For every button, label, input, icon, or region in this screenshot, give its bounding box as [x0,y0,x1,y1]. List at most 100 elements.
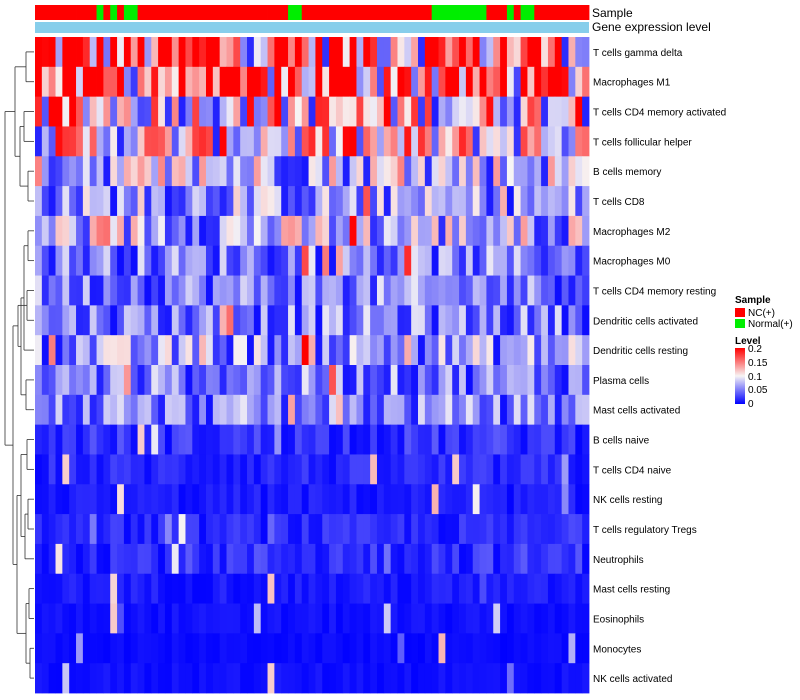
heatmap-cell [424,305,433,336]
heatmap-cell [144,543,152,575]
heatmap-cell [554,514,563,545]
heatmap-cell [205,663,214,694]
heatmap-cell [534,633,542,664]
heatmap-cell [534,305,542,336]
heatmap-cell [472,156,480,187]
heatmap-cell [376,335,385,366]
heatmap-cell [397,305,405,336]
heatmap-cell [356,514,364,545]
heatmap-cell [370,126,378,157]
row-label: T cells CD4 memory resting [593,287,716,298]
heatmap-cell [117,603,125,634]
sample-annotation-label: Sample [592,6,633,20]
heatmap-cell [342,126,351,157]
heatmap-cell [82,96,91,127]
heatmap-cell [370,394,378,426]
heatmap-cell [411,633,419,664]
heatmap-cell [199,126,207,157]
heatmap-cell [445,603,453,634]
heatmap-cell [397,186,405,217]
heatmap-cell [322,156,330,187]
heatmap-cell [383,543,392,575]
heatmap-cell [267,275,275,306]
heatmap-cell [62,37,70,68]
heatmap-cell [76,215,84,247]
heatmap-cell [82,514,91,545]
heatmap-cell [158,37,166,68]
heatmap-cell [438,663,446,694]
heatmap-cell [82,424,91,455]
legend-swatch-nc [735,308,745,317]
heatmap-cell [212,573,221,604]
row-label: Plasma cells [593,376,649,387]
heatmap-cell [513,573,522,604]
heatmap-cell [335,245,344,276]
sample-cell [76,5,84,20]
heatmap-cell [158,394,166,426]
heatmap-cell [151,633,159,664]
heatmap-cell [363,215,371,247]
heatmap-cell [158,275,166,306]
heatmap-cell [48,484,56,515]
heatmap-cell [212,275,221,306]
heatmap-cell [541,37,549,68]
heatmap-cell [281,543,289,575]
heatmap-cell [404,156,412,187]
heatmap-cell [418,126,426,157]
row-label: T cells follicular helper [593,137,692,148]
heatmap-cell [390,335,398,366]
heatmap-cell [349,335,357,366]
heatmap-cell [349,365,357,396]
heatmap-cell [513,365,522,396]
heatmap-cell [575,573,583,604]
heatmap-cell [486,663,494,694]
heatmap-cell [541,603,549,634]
heatmap-cell [192,514,200,545]
heatmap-cell [151,543,159,575]
heatmap-cell [130,573,138,604]
heatmap-cell [561,126,569,157]
heatmap-cell [130,633,138,664]
heatmap-cell [62,215,70,247]
heatmap-cell [103,186,111,217]
heatmap-cell [500,484,508,515]
heatmap-cell [582,66,590,98]
heatmap-cell [418,633,426,664]
heatmap-cell [117,66,125,98]
heatmap-cell [459,573,467,604]
heatmap-cell [520,454,528,485]
heatmap-cell [171,96,180,127]
heatmap-cell [233,96,241,127]
heatmap-cell [424,335,433,366]
heatmap-cell [335,394,344,426]
heatmap-cell [199,663,207,694]
heatmap-cell [547,186,556,217]
heatmap-cell [322,514,330,545]
heatmap-cell [205,454,214,485]
heatmap-cell [240,96,248,127]
heatmap-cell [89,335,97,366]
heatmap-cell [554,365,563,396]
heatmap-cell [547,365,556,396]
heatmap-cell [438,215,446,247]
heatmap-cell [144,186,152,217]
heatmap-cell [62,454,70,485]
heatmap-cell [541,424,549,455]
heatmap-cell [212,66,221,98]
heatmap-cell [493,484,501,515]
heatmap-cell [527,603,535,634]
heatmap-cell [89,275,97,306]
heatmap-cell [486,66,494,98]
heatmap-cell [335,454,344,485]
heatmap-cell [500,514,508,545]
heatmap-cell [144,37,152,68]
heatmap-cell [247,573,255,604]
heatmap-cell [55,573,63,604]
sample-cell [452,5,460,20]
heatmap-cell [247,37,255,68]
row-label: T cells regulatory Tregs [593,525,697,536]
heatmap-cell [486,424,494,455]
heatmap-cell [219,663,227,694]
heatmap-cell [253,156,262,187]
